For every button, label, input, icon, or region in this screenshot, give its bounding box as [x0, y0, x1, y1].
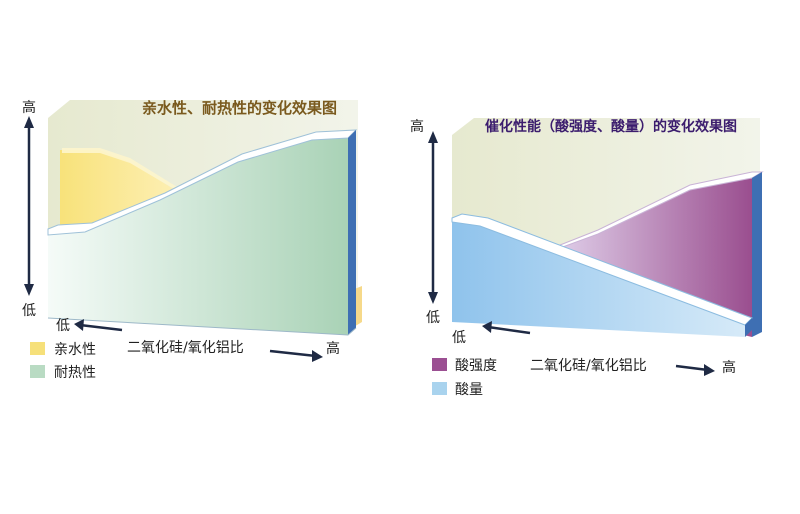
acid-amount-side — [745, 318, 752, 337]
left-y-arrow-up-head — [24, 116, 34, 128]
right-x-high-arrow — [675, 364, 709, 372]
right-x-axis-label: 二氧化硅/氧化铝比 — [530, 358, 647, 374]
acid-amount-area — [452, 222, 745, 337]
right-title: 催化性能（酸强度、酸量）的变化效果图 — [485, 118, 737, 135]
left-x-axis-label: 二氧化硅/氧化铝比 — [127, 340, 244, 356]
left-x-high-arrow-head — [312, 350, 323, 362]
left-x-low-arrow-head — [74, 319, 84, 331]
right-y-arrow-up-head — [428, 131, 438, 143]
right-x-high-arrow-head — [704, 364, 715, 376]
right-y-high-label: 高 — [410, 118, 424, 135]
left-x-low-label: 低 — [56, 318, 70, 334]
left-floor-edge — [47, 317, 357, 336]
left-y-high-label: 高 — [22, 99, 36, 116]
left-y-low-label: 低 — [22, 303, 36, 319]
legend-label-heat-resistance: 耐热性 — [54, 365, 96, 381]
legend-label-acid-strength: 酸强度 — [455, 358, 497, 374]
heat-resistance-side — [348, 130, 356, 335]
right-x-low-arrow — [487, 325, 531, 335]
left-x-high-label: 高 — [326, 340, 340, 357]
legend-label-acid-amount: 酸量 — [455, 382, 483, 398]
right-y-low-label: 低 — [426, 310, 440, 326]
right-x-low-arrow-head — [482, 321, 492, 333]
legend-swatch-acid-amount — [432, 382, 447, 395]
legend-swatch-heat-resistance — [30, 365, 45, 378]
right-y-arrow-down-head — [428, 292, 438, 304]
heat-resistance-area — [48, 138, 348, 335]
right-x-high-label: 高 — [722, 359, 736, 376]
left-x-high-arrow — [269, 349, 317, 358]
legend-label-hydrophilicity: 亲水性 — [54, 342, 96, 358]
left-y-arrow-down-head — [24, 284, 34, 296]
legend-swatch-hydrophilicity — [30, 342, 45, 355]
left-panel — [24, 100, 362, 378]
hydrophilicity-top-edge — [62, 148, 186, 196]
acid-strength-side — [752, 172, 762, 337]
left-x-low-arrow — [79, 323, 123, 332]
right-x-low-label: 低 — [452, 330, 466, 346]
left-title: 亲水性、耐热性的变化效果图 — [142, 99, 337, 117]
legend-swatch-acid-strength — [432, 358, 447, 371]
right-panel — [428, 118, 764, 395]
